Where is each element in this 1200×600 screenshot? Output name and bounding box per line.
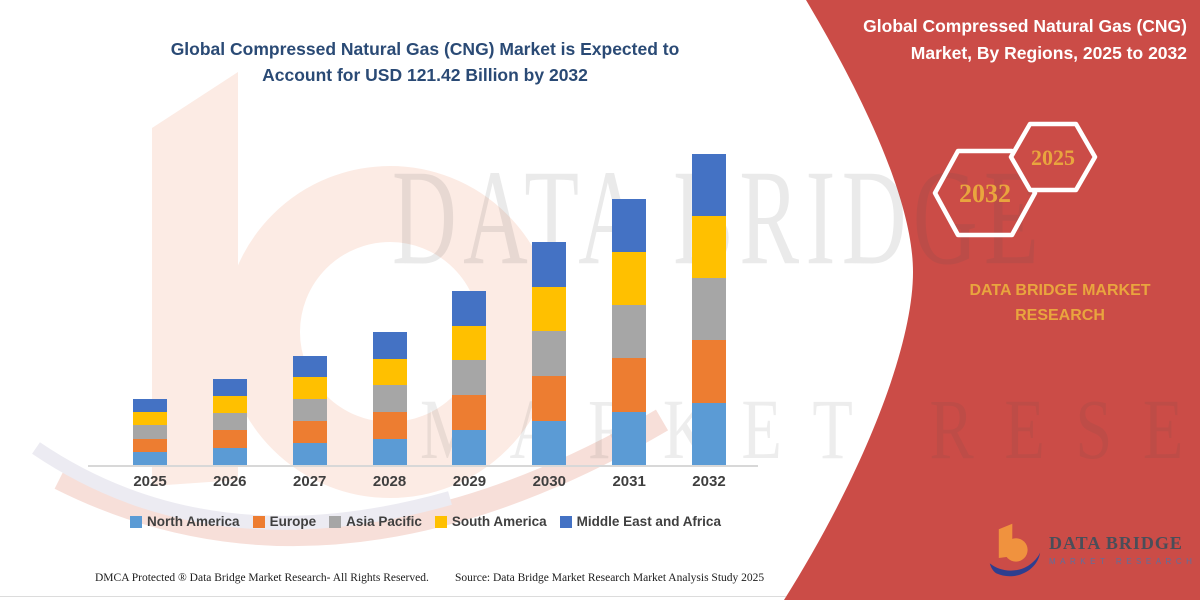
legend-label: North America <box>147 514 240 529</box>
legend-label: Asia Pacific <box>346 514 422 529</box>
chart-title-line2: Account for USD 121.42 Billion by 2032 <box>262 65 588 85</box>
legend-item-europe: Europe <box>252 514 317 529</box>
legend-item-south-america: South America <box>434 514 547 529</box>
legend-swatch-icon <box>252 515 265 528</box>
footer-source-text: Source: Data Bridge Market Research Mark… <box>455 572 765 584</box>
bar-segment-2026-middle-east-and-africa <box>212 378 247 396</box>
logo-subtitle: MARKET RESEARCH <box>1049 556 1197 566</box>
bar-segment-2028-europe <box>372 411 407 439</box>
bar-segment-2025-asia-pacific <box>133 425 167 439</box>
bar-2026 <box>212 378 247 466</box>
bar-segment-2029-asia-pacific <box>452 359 487 395</box>
bar-segment-2030-south-america <box>532 286 567 332</box>
bar-segment-2026-north-america <box>212 448 247 466</box>
bar-segment-2031-europe <box>612 358 647 412</box>
databridge-logo: DATA BRIDGE MARKET RESEARCH <box>988 520 1196 578</box>
bar-segment-2029-europe <box>452 394 487 431</box>
logo-swoosh <box>989 552 1041 577</box>
x-axis-label-2032: 2032 <box>692 473 726 490</box>
bar-segment-2025-north-america <box>133 452 167 466</box>
x-axis-label-2030: 2030 <box>532 473 566 490</box>
bar-segment-2031-asia-pacific <box>612 304 647 358</box>
bar-segment-2029-middle-east-and-africa <box>452 291 487 326</box>
footer-divider <box>0 596 786 597</box>
legend-swatch-icon <box>434 515 447 528</box>
bar-segment-2032-south-america <box>691 216 726 278</box>
brand-text-line2: RESEARCH <box>1015 307 1105 324</box>
bar-segment-2031-north-america <box>612 412 647 466</box>
chart-title: Global Compressed Natural Gas (CNG) Mark… <box>95 36 755 88</box>
watermark-swoosh-blue <box>32 442 452 530</box>
brand-text-line1: DATA BRIDGE MARKET <box>969 282 1151 299</box>
bar-segment-2027-asia-pacific <box>292 398 327 422</box>
bar-segment-2027-south-america <box>292 377 327 399</box>
legend-item-middle-east-and-africa: Middle East and Africa <box>559 514 721 529</box>
legend-item-north-america: North America <box>130 514 240 529</box>
bar-segment-2029-south-america <box>452 325 487 360</box>
bar-2027 <box>292 355 327 466</box>
x-axis-line <box>88 465 758 467</box>
x-axis-label-2025: 2025 <box>133 473 167 490</box>
bar-segment-2032-north-america <box>691 403 726 466</box>
bar-segment-2030-middle-east-and-africa <box>532 242 567 287</box>
x-axis-label-2029: 2029 <box>452 473 487 490</box>
bar-segment-2032-asia-pacific <box>691 277 726 341</box>
bar-segment-2025-middle-east-and-africa <box>133 399 167 413</box>
logo-name: DATA BRIDGE <box>1049 532 1183 553</box>
chart-title-line1: Global Compressed Natural Gas (CNG) Mark… <box>170 39 680 59</box>
bar-segment-2030-europe <box>532 375 567 421</box>
bar-segment-2029-north-america <box>452 430 487 466</box>
legend-swatch-icon <box>329 515 342 528</box>
legend-label: Middle East and Africa <box>576 514 721 529</box>
bar-2028 <box>372 332 407 466</box>
logo-text: DATA BRIDGE MARKET RESEARCH <box>1049 533 1196 566</box>
databridge-logo-icon <box>989 523 1041 577</box>
bar-2032 <box>691 154 726 466</box>
bar-2025 <box>133 399 167 466</box>
brand-text: DATA BRIDGE MARKET RESEARCH <box>930 278 1190 328</box>
bar-segment-2028-south-america <box>372 358 407 386</box>
bar-segment-2028-asia-pacific <box>372 385 407 412</box>
bar-segment-2027-middle-east-and-africa <box>292 355 327 378</box>
watermark-swoosh <box>54 409 669 547</box>
x-axis-label-2026: 2026 <box>213 473 247 490</box>
bar-segment-2032-europe <box>691 340 726 403</box>
bar-segment-2030-north-america <box>532 420 567 466</box>
bar-segment-2028-middle-east-and-africa <box>372 332 407 359</box>
logo-b-bowl <box>1004 538 1028 562</box>
bar-segment-2025-south-america <box>133 412 167 426</box>
bar-segment-2027-north-america <box>292 443 327 466</box>
bar-segment-2026-europe <box>212 430 247 448</box>
bar-2031 <box>612 198 647 466</box>
legend-label: South America <box>451 514 547 529</box>
bar-2029 <box>452 291 487 466</box>
legend-swatch-icon <box>559 515 572 528</box>
bar-2030 <box>532 242 567 466</box>
bar-segment-2030-asia-pacific <box>532 331 567 376</box>
bar-segment-2031-south-america <box>612 251 647 305</box>
x-axis-label-2031: 2031 <box>612 473 646 490</box>
legend-item-asia-pacific: Asia Pacific <box>329 514 422 529</box>
bar-segment-2027-europe <box>292 421 327 444</box>
legend-swatch-icon <box>130 515 143 528</box>
chart-legend: North America Europe Asia Pacific South Ame… <box>93 514 758 529</box>
bar-segment-2026-asia-pacific <box>212 412 247 431</box>
bar-segment-2031-middle-east-and-africa <box>612 198 647 252</box>
x-axis-label-2028: 2028 <box>372 473 407 490</box>
legend-label: Europe <box>269 514 317 529</box>
bar-segment-2032-middle-east-and-africa <box>691 154 726 217</box>
bar-segment-2026-south-america <box>212 395 247 413</box>
side-panel-title: Global Compressed Natural Gas (CNG) Mark… <box>863 16 1187 63</box>
bar-segment-2025-europe <box>133 438 167 453</box>
footer-dmca-text: DMCA Protected ® Data Bridge Market Rese… <box>95 572 429 584</box>
x-axis-label-2027: 2027 <box>293 473 327 490</box>
bar-segment-2028-north-america <box>372 438 407 466</box>
